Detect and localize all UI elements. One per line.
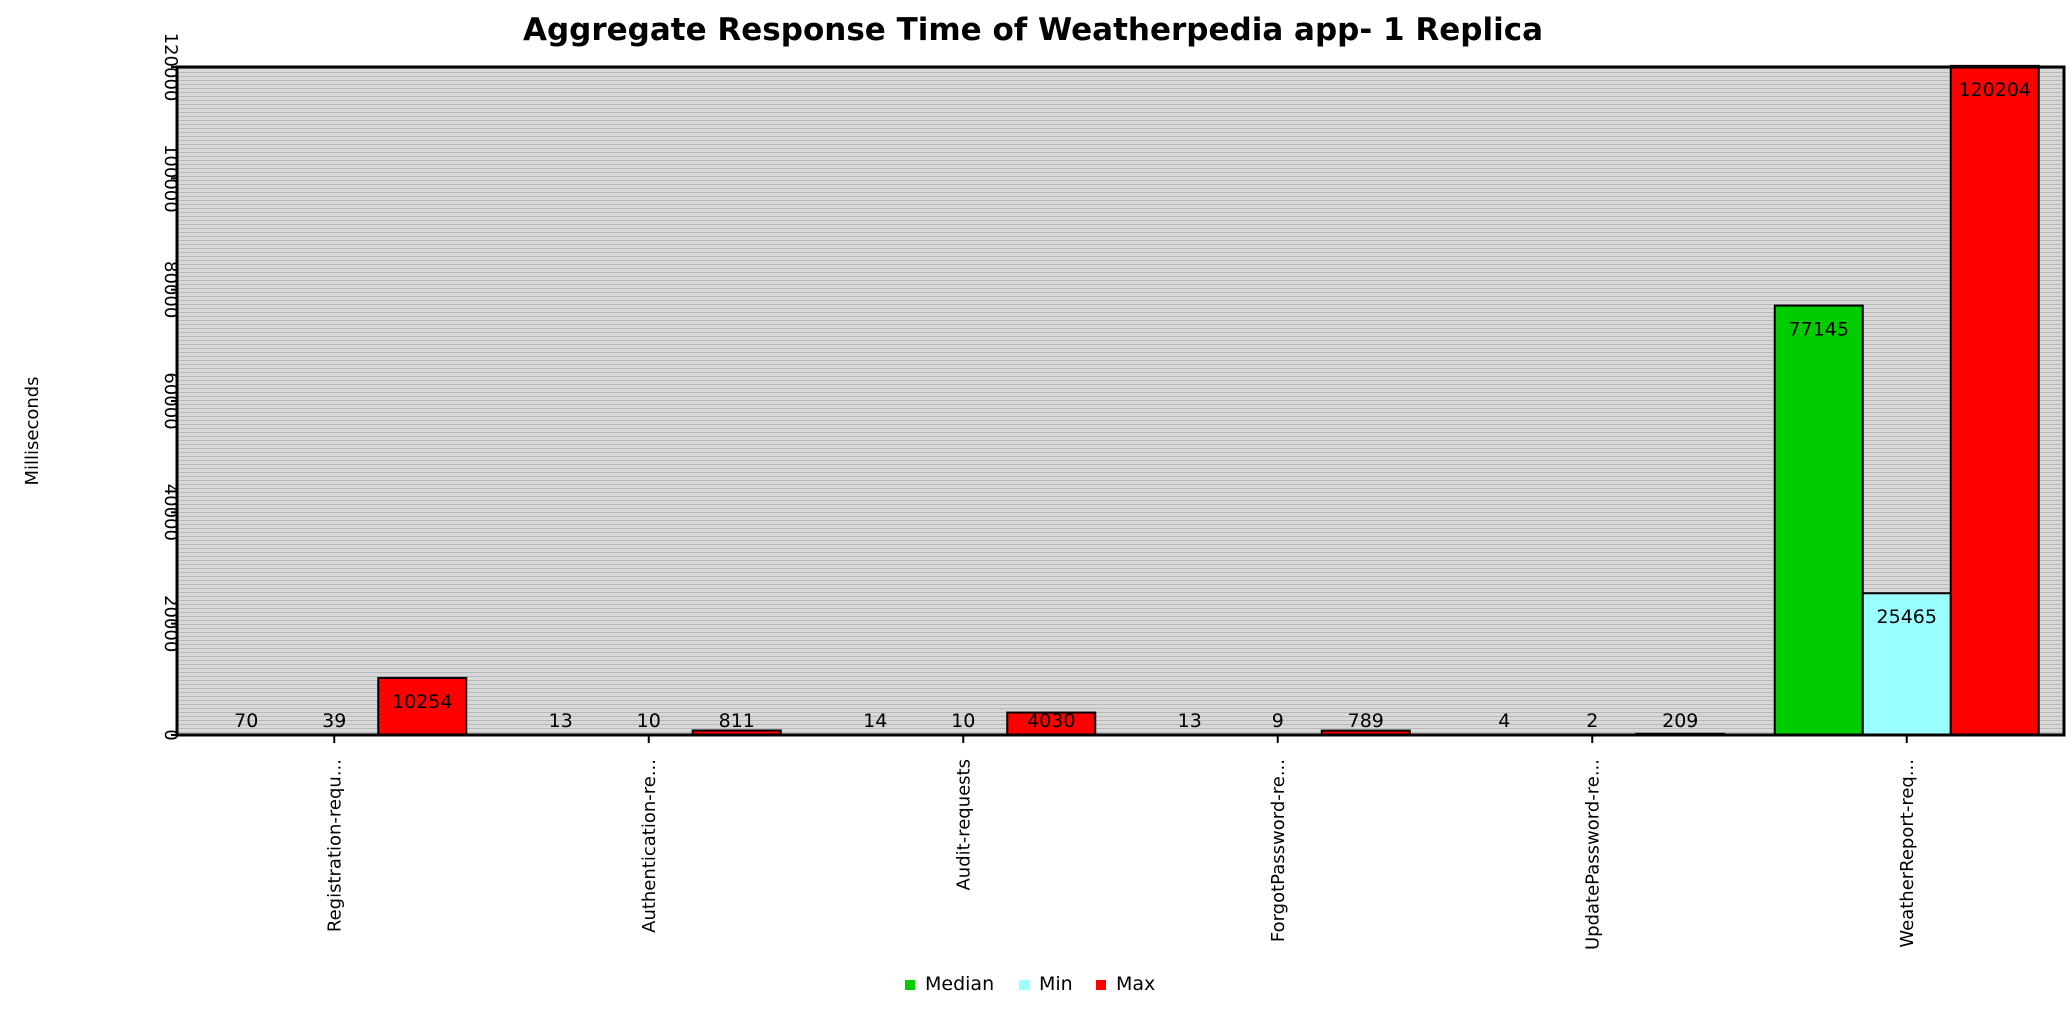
chart-title: Aggregate Response Time of Weatherpedia … bbox=[523, 12, 1543, 48]
bar-value-label: 77145 bbox=[1789, 319, 1849, 341]
bar-min bbox=[1861, 592, 1952, 736]
bar-value-label: 10 bbox=[951, 710, 975, 732]
bar-value-label: 70 bbox=[234, 710, 258, 732]
bar-max bbox=[377, 676, 468, 736]
legend-item-label: Max bbox=[1116, 973, 1155, 995]
bar-value-label: 25465 bbox=[1877, 606, 1937, 628]
legend-item-label: Min bbox=[1039, 973, 1073, 995]
bar-value-label: 13 bbox=[549, 710, 573, 732]
bar-value-label: 10 bbox=[637, 710, 661, 732]
legend-item-label: Median bbox=[925, 973, 994, 995]
bar-value-label: 209 bbox=[1662, 710, 1698, 732]
bar-value-label: 4030 bbox=[1027, 710, 1075, 732]
legend-swatch bbox=[905, 980, 915, 990]
bar-value-label: 39 bbox=[322, 710, 346, 732]
bar-value-label: 789 bbox=[1348, 710, 1384, 732]
bar-value-label: 120204 bbox=[1958, 79, 2031, 101]
bar-value-label: 4 bbox=[1498, 710, 1510, 732]
bar-value-label: 811 bbox=[719, 710, 755, 732]
x-axis-labels: Registration-requ... Authentication-re...… bbox=[324, 735, 1918, 950]
legend-swatch bbox=[1019, 980, 1029, 990]
x-category-label: WeatherReport-req... bbox=[1897, 759, 1918, 948]
bar-value-label: 13 bbox=[1178, 710, 1202, 732]
bar-max bbox=[1949, 64, 2040, 737]
bar-median bbox=[1773, 304, 1864, 736]
x-category-label: Audit-requests bbox=[953, 759, 974, 891]
plot-area bbox=[177, 67, 2064, 735]
x-category-label: Registration-requ... bbox=[324, 759, 345, 932]
bar-value-label: 14 bbox=[863, 710, 887, 732]
bar-value-label: 9 bbox=[1272, 710, 1284, 732]
bars-group: 70 39 10254 13 10 811 14 10 4030 13 9 789 4 2 209 77145… bbox=[201, 64, 2040, 737]
x-category-label: ForgotPassword-re... bbox=[1268, 759, 1289, 942]
plot-frame bbox=[175, 65, 2066, 737]
legend-swatch bbox=[1096, 980, 1106, 990]
y-axis-label: Milliseconds bbox=[22, 376, 43, 485]
legend: Median Min Max bbox=[905, 973, 1155, 995]
bar-value-label: 2 bbox=[1586, 710, 1598, 732]
bar-value-label: 10254 bbox=[392, 691, 452, 713]
y-tick-label: 0 bbox=[160, 729, 181, 740]
x-category-label: UpdatePassword-re... bbox=[1582, 759, 1603, 950]
x-category-label: Authentication-re... bbox=[639, 759, 660, 933]
